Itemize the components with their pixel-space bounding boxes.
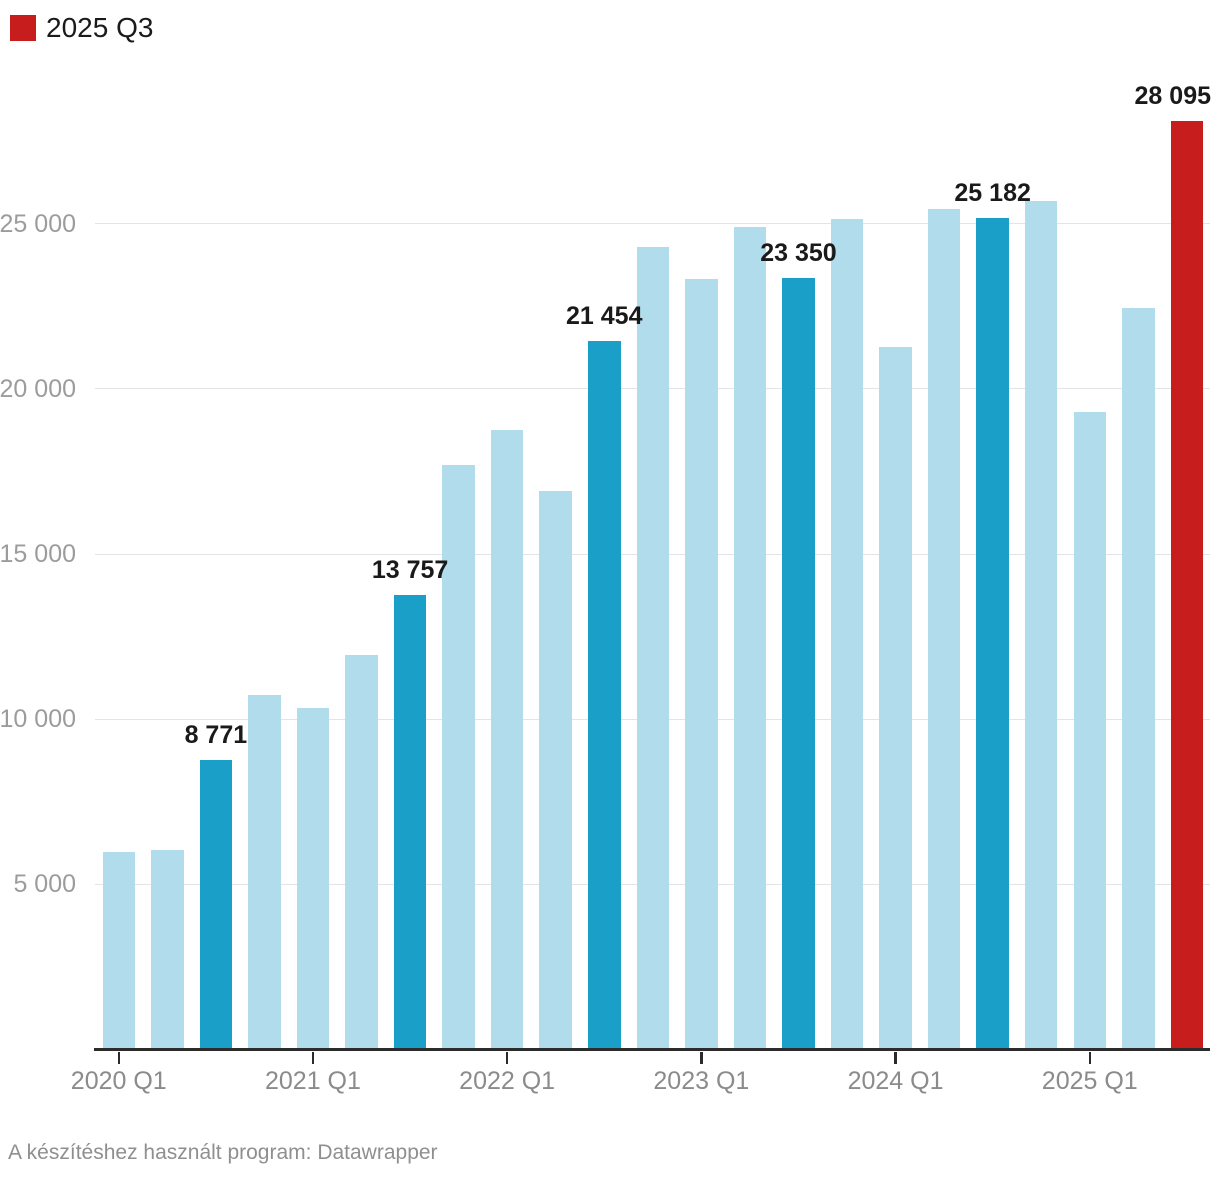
x-axis-label: 2023 Q1 bbox=[653, 1067, 750, 1095]
x-axis-tick bbox=[505, 1051, 509, 1064]
x-axis-label: 2025 Q1 bbox=[1041, 1067, 1138, 1095]
x-axis-tick bbox=[894, 1051, 897, 1064]
bar-2020-q2 bbox=[151, 849, 184, 1050]
bar-value-label: 23 350 bbox=[760, 239, 837, 268]
bar-2022-q4 bbox=[636, 247, 670, 1050]
bar-2023-q3 bbox=[782, 278, 815, 1050]
bar-2022-q3 bbox=[588, 340, 621, 1050]
gridline bbox=[95, 223, 1210, 225]
bar-2021-q2 bbox=[345, 654, 378, 1050]
bar-2025-q2 bbox=[1122, 307, 1155, 1050]
y-axis-label: 10 000 bbox=[0, 705, 76, 734]
bar-2023-q4 bbox=[830, 218, 864, 1050]
bar-2024-q3 bbox=[976, 217, 1009, 1050]
bar-2023-q2 bbox=[733, 227, 767, 1050]
bar-2025-q1 bbox=[1073, 411, 1106, 1050]
x-axis-tick bbox=[700, 1051, 703, 1064]
x-axis-label: 2021 Q1 bbox=[264, 1067, 361, 1095]
x-axis-label: 2020 Q1 bbox=[70, 1067, 167, 1095]
bar-2022-q2 bbox=[539, 490, 572, 1050]
bar-value-label: 8 771 bbox=[184, 720, 248, 749]
y-axis-label: 20 000 bbox=[0, 374, 76, 403]
bar-2024-q2 bbox=[927, 208, 961, 1050]
bar-2021-q1 bbox=[296, 707, 330, 1050]
bar-2024-q1 bbox=[879, 346, 912, 1050]
x-axis-label: 2022 Q1 bbox=[459, 1067, 556, 1095]
y-axis-label: 25 000 bbox=[0, 209, 76, 238]
x-axis-tick bbox=[311, 1051, 315, 1064]
x-axis-line bbox=[94, 1048, 1210, 1051]
x-axis-tick bbox=[1088, 1051, 1091, 1064]
bar-2021-q3 bbox=[393, 595, 427, 1050]
x-axis-tick bbox=[117, 1051, 120, 1064]
bar-2020-q3 bbox=[199, 759, 233, 1050]
bar-2022-q1 bbox=[490, 430, 524, 1050]
bar-2020-q1 bbox=[102, 851, 135, 1050]
y-axis-label: 15 000 bbox=[0, 540, 76, 569]
bar-value-label: 28 095 bbox=[1134, 82, 1211, 111]
x-axis-label: 2024 Q1 bbox=[847, 1067, 944, 1095]
bar-value-label: 13 757 bbox=[371, 556, 449, 585]
bar-value-label: 21 454 bbox=[566, 301, 643, 330]
y-axis-label: 5 000 bbox=[13, 870, 76, 899]
bar-2023-q1 bbox=[685, 278, 718, 1050]
bar-2024-q4 bbox=[1024, 201, 1058, 1050]
bar-2025-q3 bbox=[1170, 121, 1204, 1050]
bar-value-label: 25 182 bbox=[954, 178, 1031, 207]
bar-2021-q4 bbox=[442, 464, 475, 1050]
bar-2020-q4 bbox=[248, 694, 281, 1050]
footer-attribution: A készítéshez használt program: Datawrap… bbox=[8, 1141, 438, 1164]
legend-swatch-icon bbox=[10, 15, 36, 41]
legend-label: 2025 Q3 bbox=[46, 12, 154, 43]
